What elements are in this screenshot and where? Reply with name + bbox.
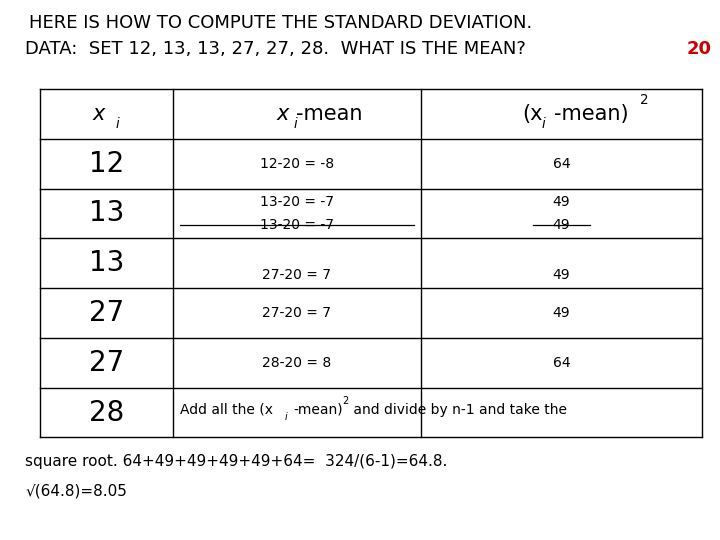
Text: 2: 2	[342, 396, 348, 406]
Text: 13: 13	[89, 249, 124, 277]
Text: 13: 13	[89, 199, 124, 227]
Text: √(64.8)=8.05: √(64.8)=8.05	[25, 484, 127, 499]
Text: 49: 49	[553, 306, 570, 320]
Text: 49: 49	[553, 195, 570, 209]
Text: square root. 64+49+49+49+49+64=  324/(6-1)=64.8.: square root. 64+49+49+49+49+64= 324/(6-1…	[25, 454, 448, 469]
Text: DATA:  SET 12, 13, 13, 27, 27, 28.  WHAT IS THE MEAN?: DATA: SET 12, 13, 13, 27, 27, 28. WHAT I…	[25, 40, 538, 58]
Text: 49: 49	[553, 218, 570, 232]
Text: 49: 49	[553, 268, 570, 282]
Text: DATA:  SET 12, 13, 13, 27, 27, 28.  WHAT IS THE MEAN?: DATA: SET 12, 13, 13, 27, 27, 28. WHAT I…	[25, 40, 538, 58]
Text: 27-20 = 7: 27-20 = 7	[263, 306, 331, 320]
Text: and divide by n-1 and take the: and divide by n-1 and take the	[349, 403, 567, 417]
Text: Add all the (x: Add all the (x	[180, 403, 273, 417]
Text: 2: 2	[640, 93, 649, 107]
Text: i: i	[115, 117, 119, 131]
Text: 12-20 = -8: 12-20 = -8	[260, 157, 334, 171]
Text: 12: 12	[89, 150, 124, 178]
Text: 64: 64	[553, 157, 570, 171]
Text: i: i	[284, 412, 287, 422]
Text: 27: 27	[89, 299, 124, 327]
Text: 28: 28	[89, 399, 124, 427]
Text: 13-20 = -7: 13-20 = -7	[260, 218, 334, 232]
Text: 27-20 = 7: 27-20 = 7	[263, 268, 331, 282]
Text: -mean): -mean)	[293, 403, 343, 417]
Text: 13-20 = -7: 13-20 = -7	[260, 195, 334, 209]
Text: (x: (x	[522, 104, 542, 124]
Text: 64: 64	[553, 356, 570, 370]
Text: HERE IS HOW TO COMPUTE THE STANDARD DEVIATION.: HERE IS HOW TO COMPUTE THE STANDARD DEVI…	[29, 14, 532, 31]
Text: 28-20 = 8: 28-20 = 8	[262, 356, 332, 370]
Text: -mean): -mean)	[554, 104, 629, 124]
Text: i: i	[541, 117, 546, 131]
Text: 20: 20	[686, 40, 711, 58]
Text: -mean: -mean	[296, 104, 363, 124]
Text: 27: 27	[89, 349, 124, 377]
Text: x: x	[93, 104, 105, 124]
Text: x: x	[276, 104, 289, 124]
Text: i: i	[294, 117, 297, 131]
